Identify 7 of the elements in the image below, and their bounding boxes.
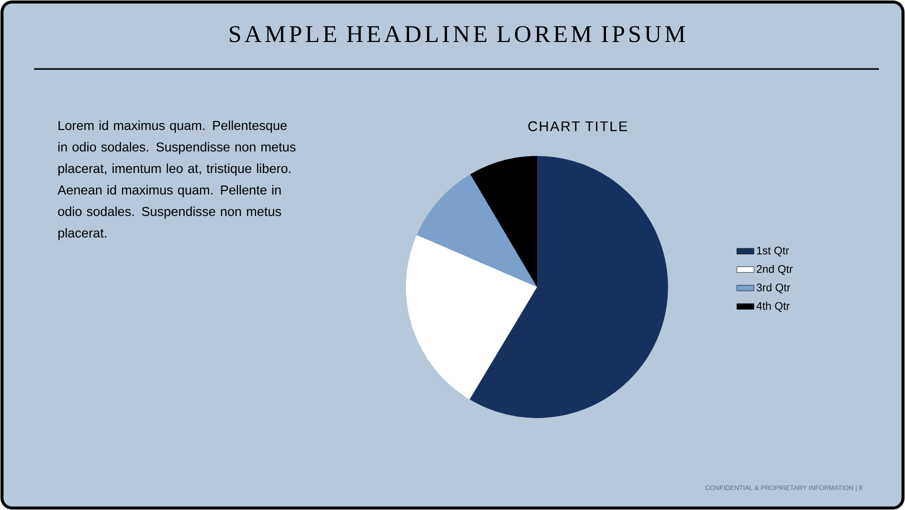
legend-label: 4th Qtr: [756, 302, 790, 312]
text: Lorem id maximus quam. Pellentesque in odio sodales. Suspendisse non metus placerat, imentum leo at, tristique libero. Aenean id maximus quam. Pellente in odio sodales. Suspendisse non metus placerat.: [58, 120, 296, 240]
chart-subtitle: CHART TITLE: [528, 121, 628, 132]
legend-label: 3rd Qtr: [756, 283, 790, 294]
legend-label: 1st Qtr: [757, 246, 789, 256]
legend-label: 2nd Qtr: [756, 264, 793, 275]
chart-title: SAMPLE HEADLINE LOREM IPSUM: [230, 26, 686, 42]
